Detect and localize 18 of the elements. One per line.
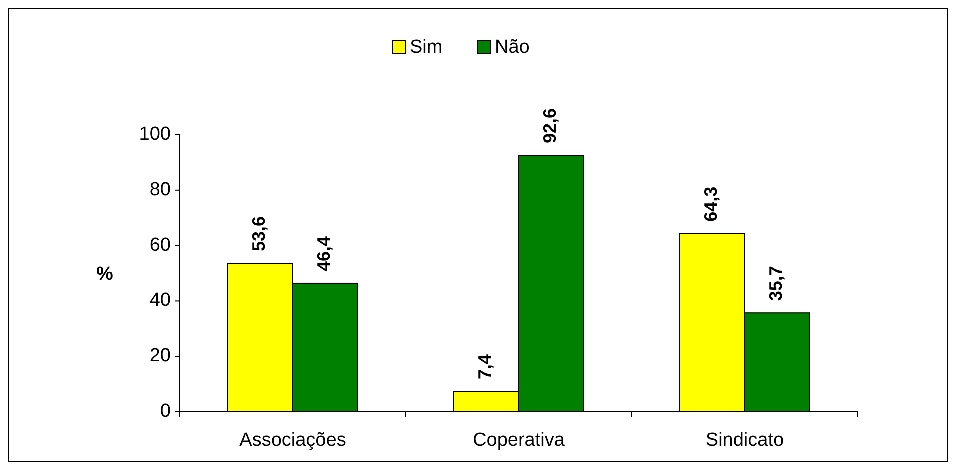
legend-label: Sim (410, 37, 443, 58)
data-label: 35,7 (766, 266, 786, 302)
legend-label: Não (495, 37, 530, 58)
x-tick-label: Associações (240, 430, 346, 451)
y-tick-label: 20 (150, 346, 171, 367)
y-tick-label: 60 (150, 234, 171, 256)
y-tick-label: 80 (150, 179, 171, 200)
y-tick-label: 100 (139, 124, 171, 146)
data-label: 92,6 (540, 108, 560, 144)
y-tick-label: 40 (150, 290, 171, 312)
data-label: 46,4 (314, 236, 334, 272)
y-tick-label: 0 (160, 401, 171, 422)
x-tick-label: Sindicato (706, 430, 784, 451)
data-label: 64,3 (701, 186, 722, 222)
y-axis-title: % (96, 264, 114, 285)
x-tick-label: Coperativa (473, 430, 566, 451)
data-label: 53,6 (249, 216, 270, 252)
data-label: 7,4 (475, 354, 496, 380)
